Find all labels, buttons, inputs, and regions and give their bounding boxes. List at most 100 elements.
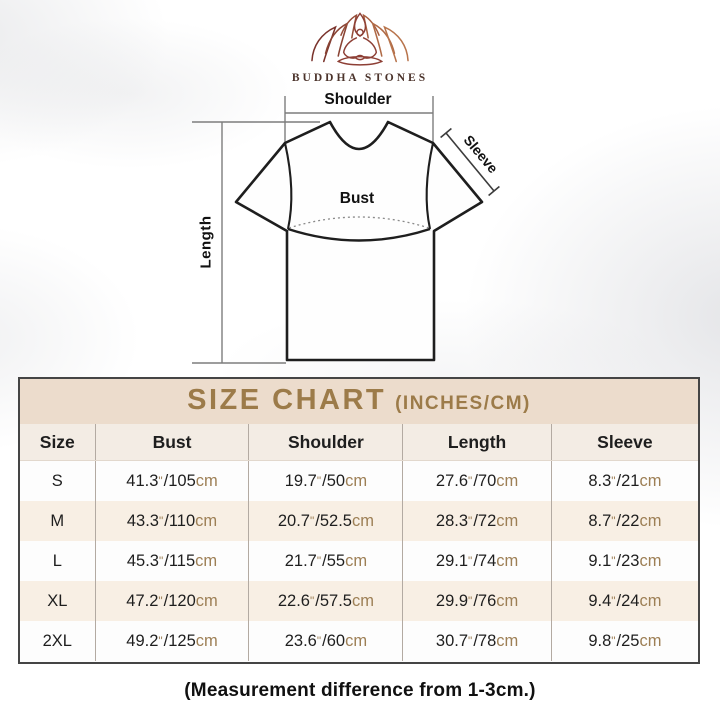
measurement-footnote: (Measurement difference from 1-3cm.) [184,680,536,701]
slash: / [616,551,622,570]
inches-value: 27.6 [435,471,469,490]
cm-value: 125 [168,631,196,650]
table-header-row: Size Bust Shoulder Length Sleeve [20,424,698,461]
inch-mark: " [159,514,164,528]
col-header-bust: Bust [94,424,249,460]
length-cell: 29.9 "/76 cm [402,581,550,621]
slash: / [473,591,478,610]
sleeve-cell: 9.1 "/23 cm [550,541,698,581]
sleeve-cell: 9.8 "/25 cm [550,621,698,661]
cm-value: 24 [621,591,640,610]
buddha-stones-lotus-logo-icon [311,12,409,66]
col-header-length: Length [402,424,550,460]
size-chart-title-bar: SIZE CHART (INCHES/CM) [20,379,698,424]
inch-mark: " [611,474,616,488]
inches-value: 9.1 [588,551,612,570]
inch-mark: " [468,594,473,608]
cm-value: 22 [621,511,640,530]
inches-value: 30.7 [435,631,469,650]
measurement-lines [192,96,434,364]
cm-value: 105 [168,471,196,490]
shoulder-label: Shoulder [324,91,392,108]
bust-cell: 47.2 "/120 cm [94,581,249,621]
inches-value: 9.4 [588,591,612,610]
table-row: XL 47.2 "/120 cm 22.6 "/57.5 cm 29.9 "/76 cm 9… [20,581,698,621]
inches-value: 43.3 [126,511,159,530]
cm-unit: cm [195,511,218,530]
inch-mark: " [159,554,164,568]
sleeve-label: Sleeve [460,131,502,177]
cm-value: 72 [477,511,497,530]
slash: / [163,631,169,650]
cm-unit: cm [351,511,374,530]
inch-mark: " [316,634,322,648]
table-row: L 45.3 "/115 cm 21.7 "/55 cm 29.1 "/74 cm 9.1 "… [20,541,698,581]
col-header-sleeve: Sleeve [550,424,698,460]
slash: / [473,471,478,490]
slash: / [322,551,327,570]
bust-line-dotted [288,216,430,229]
length-cell: 29.1 "/74 cm [402,541,550,581]
cm-unit: cm [639,591,662,610]
inches-value: 49.2 [126,631,159,650]
bust-cell: 41.3 "/105 cm [94,461,249,501]
cm-unit: cm [345,551,368,570]
cm-unit: cm [496,591,519,610]
inches-value: 20.7 [277,511,310,530]
inch-mark: " [468,514,473,528]
brand-name: BUDDHA STONES [291,72,429,84]
cm-unit: cm [496,551,519,570]
table-row: S 41.3 "/105 cm 19.7 "/50 cm 27.6 "/70 cm 8.3 "… [20,461,698,501]
length-cell: 27.6 "/70 cm [402,461,550,501]
length-label: Length [197,215,215,269]
cm-unit: cm [496,471,519,490]
cm-value: 50 [326,471,346,490]
cm-value: 23 [621,551,640,570]
cm-unit: cm [496,511,519,530]
inch-mark: " [611,634,616,648]
sleeve-cell: 8.7 "/22 cm [550,501,698,541]
shoulder-cell: 21.7 "/55 cm [248,541,402,581]
cm-value: 76 [477,591,497,610]
inch-mark: " [158,594,163,608]
inches-value: 8.7 [588,511,612,530]
inch-mark: " [468,554,473,568]
inches-value: 19.7 [284,471,317,490]
sleeve-cell: 9.4 "/24 cm [550,581,698,621]
slash: / [315,511,320,530]
slash: / [473,551,478,570]
bust-cell: 49.2 "/125 cm [94,621,249,661]
inches-value: 23.6 [284,631,317,650]
cm-unit: cm [195,551,218,570]
inch-mark: " [309,594,315,608]
shoulder-cell: 22.6 "/57.5 cm [248,581,402,621]
cm-value: 52.5 [319,511,352,530]
brand-header: BUDDHA STONES [0,8,720,84]
inches-value: 29.9 [435,591,469,610]
inches-value: 28.3 [435,511,469,530]
bust-label: Bust [339,190,375,207]
tshirt-outline [234,120,484,362]
inch-mark: " [611,594,616,608]
size-chart-title-suffix: (INCHES/CM) [395,393,531,414]
cm-unit: cm [639,471,662,490]
bust-line-solid [287,227,431,242]
inches-value: 8.3 [588,471,612,490]
inches-value: 21.7 [284,551,317,570]
inch-mark: " [468,474,473,488]
cm-value: 21 [621,471,640,490]
table-row: 2XL 49.2 "/125 cm 23.6 "/60 cm 30.7 "/78 cm 9.… [20,621,698,661]
bust-cell: 45.3 "/115 cm [94,541,249,581]
shoulder-cell: 19.7 "/50 cm [248,461,402,501]
cm-unit: cm [639,551,662,570]
size-cell: 2XL [42,631,72,650]
cm-value: 78 [477,631,497,650]
length-cell: 28.3 "/72 cm [402,501,550,541]
col-header-size: Size [39,431,75,452]
cm-unit: cm [345,631,368,650]
cm-unit: cm [351,591,374,610]
cm-unit: cm [195,591,218,610]
slash: / [616,511,622,530]
inch-mark: " [158,634,163,648]
